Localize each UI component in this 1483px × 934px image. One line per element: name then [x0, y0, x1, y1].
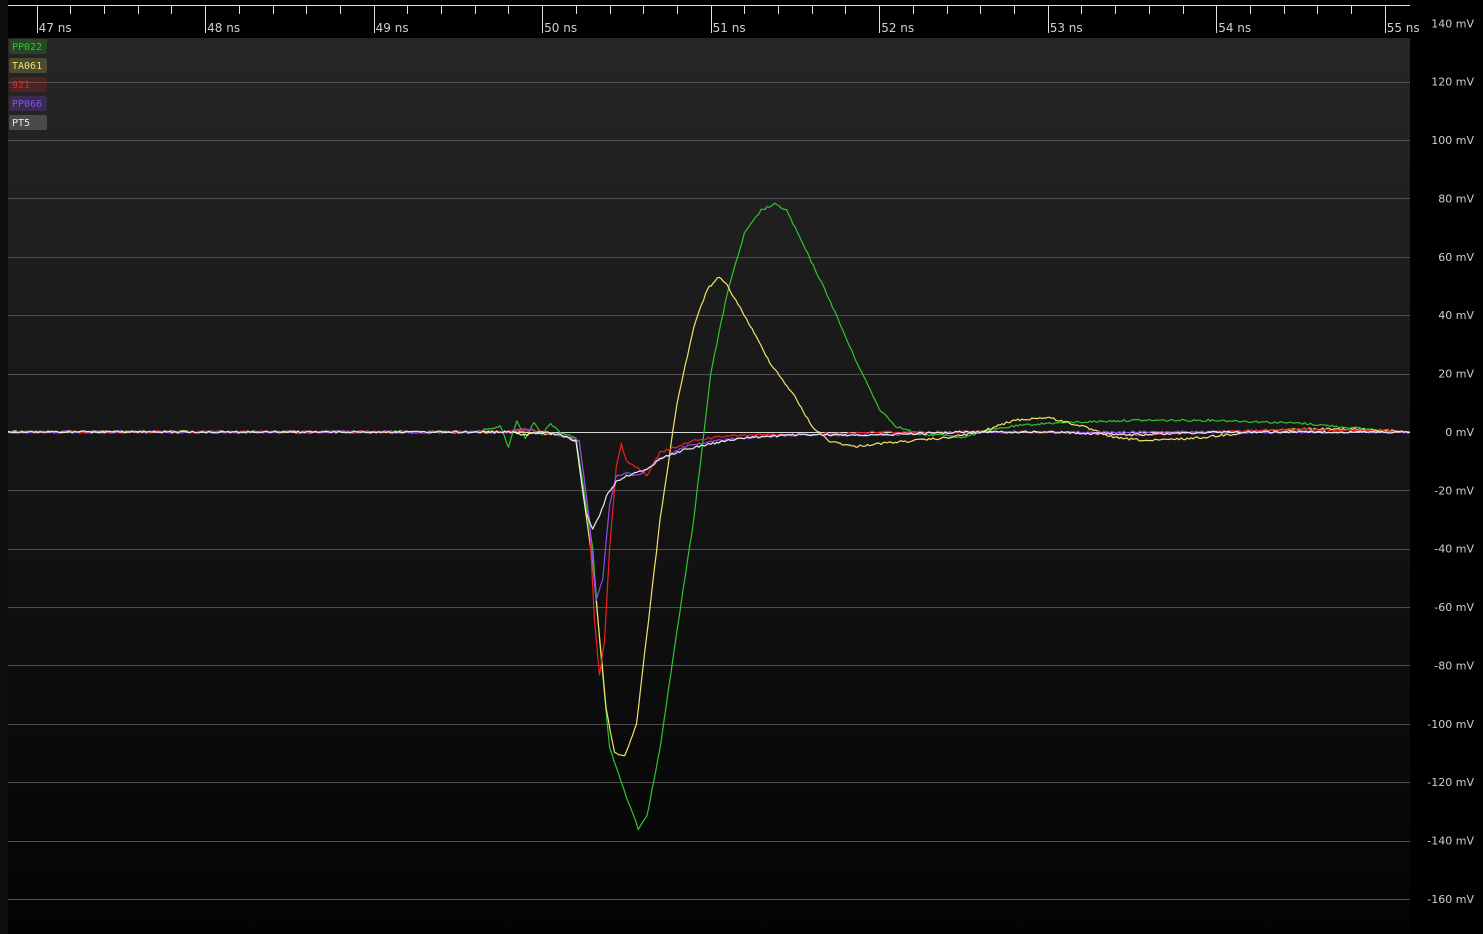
mv-tick-label: -20 mV	[1434, 484, 1474, 497]
mv-tick-label: -160 mV	[1427, 893, 1474, 906]
mv-tick-label: -100 mV	[1427, 718, 1474, 731]
legend-label-pp022[interactable]: PP022	[12, 42, 42, 53]
time-ruler-ticks: 47 ns 48 ns 49 ns 50 ns 51 ns 52 ns 53 ns 54 ns…	[8, 5, 1420, 35]
legend-label-921[interactable]: 921	[12, 80, 30, 91]
mv-tick-label: -40 mV	[1434, 543, 1474, 556]
mv-tick-label: -120 mV	[1427, 776, 1474, 789]
mv-tick-label: -140 mV	[1427, 835, 1474, 848]
mv-tick-label: 120 mV	[1431, 76, 1474, 89]
mv-tick-label: 0 mV	[1445, 426, 1474, 439]
legend-swatch	[9, 115, 47, 130]
time-tick-label: 47 ns	[39, 21, 72, 35]
time-tick-label: 55 ns	[1387, 21, 1420, 35]
time-tick-label: 53 ns	[1050, 21, 1083, 35]
mv-axis-labels: 140 mV 120 mV 100 mV 80 mV 60 mV 40 mV 20 mV 0 …	[1427, 17, 1474, 906]
legend-label-ta061[interactable]: TA061	[12, 61, 42, 72]
time-tick-label: 51 ns	[713, 21, 746, 35]
left-frame-strip	[0, 0, 8, 934]
time-tick-label: 49 ns	[376, 21, 409, 35]
time-tick-label: 54 ns	[1218, 21, 1251, 35]
mv-tick-label: 80 mV	[1438, 192, 1474, 205]
mv-tick-label: 40 mV	[1438, 309, 1474, 322]
time-tick-label: 48 ns	[207, 21, 240, 35]
channel-legend: PP022 TA061 921 PP066 PT5	[9, 39, 47, 130]
time-tick-label: 50 ns	[544, 21, 577, 35]
mv-axis-panel	[1410, 0, 1483, 934]
mv-tick-label: 140 mV	[1431, 17, 1474, 30]
signal-traces	[7, 202, 1411, 831]
mv-tick-label: 20 mV	[1438, 368, 1474, 381]
legend-swatch	[9, 58, 47, 73]
trace-pt5	[7, 430, 1411, 530]
legend-swatch	[9, 39, 47, 54]
legend-swatch	[9, 96, 47, 111]
plot-area[interactable]	[8, 38, 1410, 934]
mv-tick-label: -60 mV	[1434, 601, 1474, 614]
mv-tick-label: 60 mV	[1438, 251, 1474, 264]
legend-swatch	[9, 77, 47, 92]
time-ruler[interactable]	[8, 0, 1410, 38]
legend-label-pt5[interactable]: PT5	[12, 118, 30, 129]
mv-tick-label: -80 mV	[1434, 659, 1474, 672]
mv-tick-label: 100 mV	[1431, 134, 1474, 147]
time-tick-label: 52 ns	[881, 21, 914, 35]
grid-lines	[8, 82, 1410, 900]
legend-label-pp066[interactable]: PP066	[12, 99, 42, 110]
